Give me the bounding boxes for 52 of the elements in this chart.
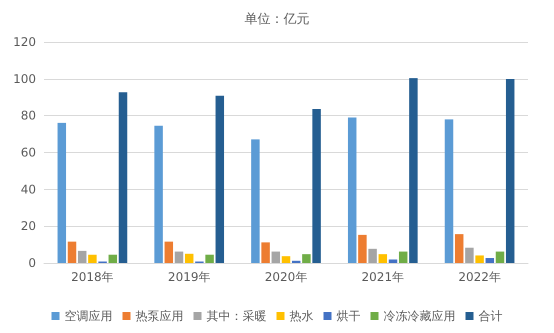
bar [184,254,194,263]
bar [118,92,128,263]
bar [174,252,184,263]
bar [388,260,398,263]
x-tick-label: 2018年 [71,270,114,284]
bar [164,242,174,263]
bar [261,242,270,263]
y-tick-label: 100 [13,72,36,86]
bar [378,254,388,263]
bar [302,254,311,263]
bar [216,96,224,263]
x-tick-label: 2019年 [168,270,210,284]
bar [108,254,118,263]
bar [205,254,214,263]
legend-label: 热泵应用 [136,309,184,323]
bar [88,254,97,263]
bar [348,118,356,263]
bar [475,255,484,263]
bar [368,248,377,263]
legend-label: 热水 [290,309,314,323]
y-tick-label: 60 [20,146,36,160]
bar [154,126,163,263]
bar [78,250,86,263]
bar [486,258,494,263]
bar [409,78,418,263]
bar [58,122,66,263]
y-tick-label: 80 [20,108,36,123]
bar [358,234,367,263]
x-tick-label: 2020年 [264,270,308,284]
chart-title: 单位：亿元 [244,12,310,27]
x-tick-label: 2022年 [458,270,501,284]
bar [506,79,514,263]
bar [312,109,321,263]
bar [398,252,408,263]
y-tick-label: 40 [20,182,36,196]
y-tick-label: 0 [28,256,36,270]
y-tick-label: 120 [13,35,36,49]
legend-label: 烘干 [336,309,360,323]
bar [282,256,290,263]
x-tick-label: 2021年 [362,270,404,284]
bar [444,119,454,263]
bar [496,252,504,263]
bar [454,234,464,263]
legend-label: 其中：采暖 [206,309,266,323]
legend-label: 空调应用 [64,309,112,323]
legend-label: 合计 [478,309,502,323]
bar [465,248,474,263]
y-tick-label: 20 [20,219,36,234]
bar [251,139,260,263]
bar [68,242,76,263]
bar [272,252,280,263]
legend-label: 冷冻冷藏应用 [384,309,456,323]
